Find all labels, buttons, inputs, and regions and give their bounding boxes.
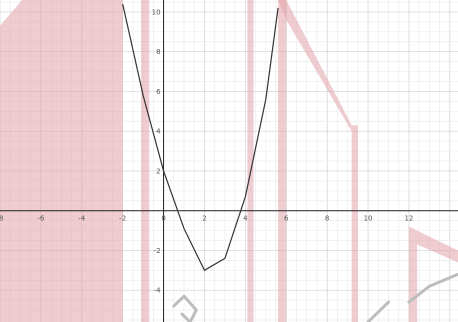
gray-stroke bbox=[172, 294, 198, 322]
x-tick-label: 12 bbox=[404, 215, 413, 223]
x-tick-label: 10 bbox=[364, 215, 373, 223]
gray-strokes bbox=[172, 272, 458, 322]
x-tick-label: 6 bbox=[284, 215, 289, 223]
y-tick-label: 2 bbox=[156, 167, 160, 175]
vertical-band bbox=[278, 0, 287, 322]
gray-stroke bbox=[366, 300, 390, 322]
x-tick-label: 2 bbox=[202, 215, 206, 223]
pink-shape bbox=[278, 0, 358, 322]
y-tick-label: 6 bbox=[156, 88, 161, 96]
y-tick-label: 10 bbox=[152, 8, 161, 16]
x-tick-label: -2 bbox=[119, 215, 126, 223]
x-tick-label: -4 bbox=[78, 215, 86, 223]
vertical-band bbox=[247, 0, 254, 322]
pink-shape bbox=[408, 226, 458, 322]
y-tick-label: 8 bbox=[156, 48, 160, 56]
vertical-band bbox=[141, 0, 150, 322]
parabola-curve bbox=[122, 3, 279, 271]
x-tick-label: -8 bbox=[0, 215, 3, 223]
tick-labels: -8 -6 -4 -2 0 2 4 6 8 10 12 10 8 6 4 2 -2 -4 bbox=[0, 8, 413, 294]
x-tick-label: 0 bbox=[161, 215, 165, 223]
y-tick-label: 4 bbox=[156, 128, 161, 136]
shaded-region bbox=[0, 0, 123, 322]
x-tick-label: 4 bbox=[243, 215, 248, 223]
x-tick-label: 8 bbox=[325, 215, 329, 223]
x-tick-label: -6 bbox=[37, 215, 45, 223]
series bbox=[122, 3, 279, 271]
y-tick-label: -2 bbox=[154, 247, 161, 255]
y-tick-label: -4 bbox=[154, 287, 162, 295]
gray-stroke bbox=[407, 272, 458, 304]
